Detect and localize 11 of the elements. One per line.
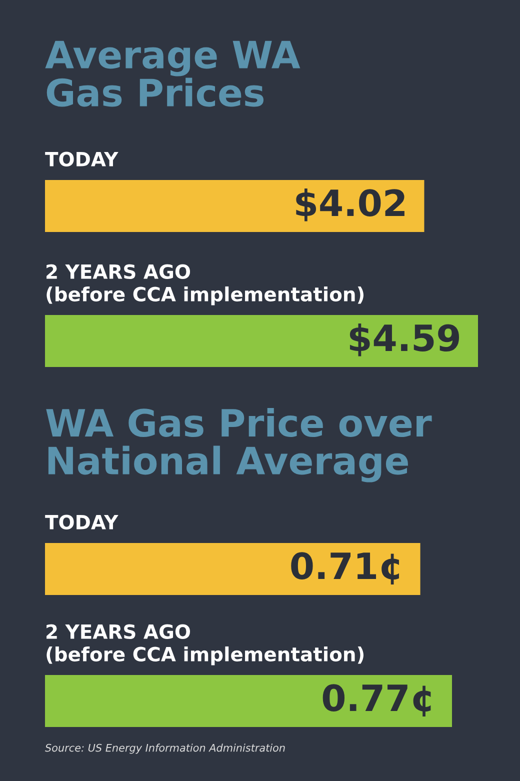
chart-title: WA Gas Price over National Average <box>46 408 432 482</box>
data-label: $4.02 <box>296 188 404 222</box>
y-tick-label: TODAY <box>45 152 118 167</box>
data-label: $4.59 <box>350 324 460 356</box>
data-label: 0.77¢ <box>322 684 431 716</box>
y-tick-label: 2 YEARS AGO (before CCA implementation) <box>46 624 364 666</box>
chart-title: Average WA Gas Prices <box>45 40 300 107</box>
y-tick-label: 2 YEARS AGO (before CCA implementation) <box>46 264 364 306</box>
source-note: Source: US Energy Information Administration <box>45 744 285 754</box>
y-tick-label: TODAY <box>45 514 118 530</box>
data-label: 0.71¢ <box>291 552 399 584</box>
